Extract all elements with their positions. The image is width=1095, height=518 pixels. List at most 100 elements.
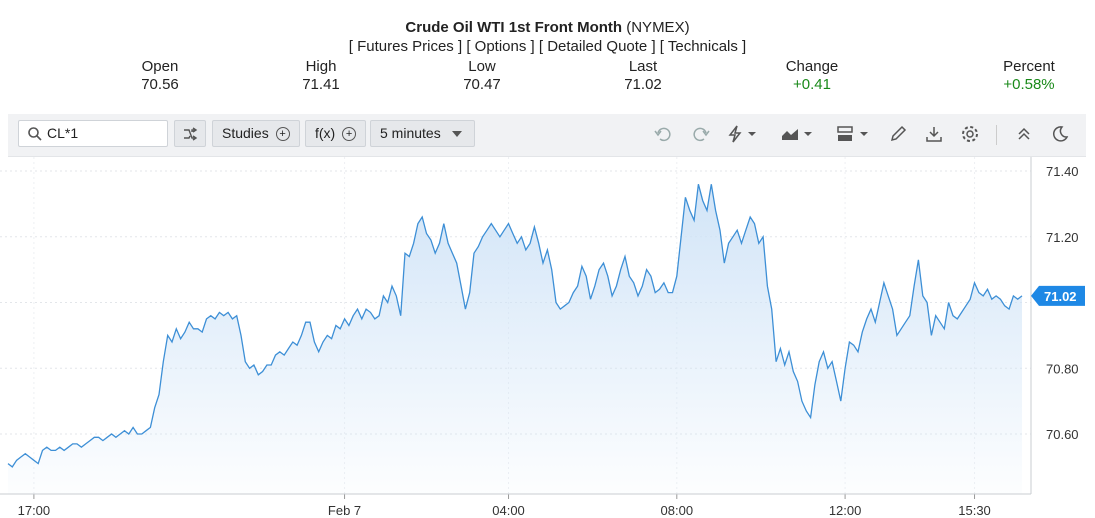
data-point — [671, 291, 673, 293]
data-point — [382, 295, 384, 297]
data-point — [37, 462, 39, 464]
stat-low: Low 70.47 — [452, 58, 512, 94]
undo-icon[interactable] — [653, 124, 673, 144]
price-chart[interactable]: 71.40 71.20 70.80 70.60 17:00 Feb 7 04:00 08:00… — [0, 157, 1095, 518]
futures-prices-link[interactable]: [ Futures Prices ] — [348, 38, 463, 55]
data-point — [891, 308, 893, 310]
data-point — [533, 226, 535, 228]
data-point — [1008, 308, 1010, 310]
options-link[interactable]: [ Options ] — [466, 38, 535, 55]
data-point — [917, 259, 919, 261]
data-point — [615, 285, 617, 287]
data-point — [663, 282, 665, 284]
data-point — [72, 443, 74, 445]
data-point — [192, 328, 194, 330]
data-point — [365, 308, 367, 310]
data-point — [723, 262, 725, 264]
settings-icon[interactable] — [960, 124, 980, 144]
data-point — [667, 291, 669, 293]
data-point — [59, 446, 61, 448]
last-price-badge — [1031, 285, 1085, 306]
y-tick-label: 71.40 — [1046, 164, 1079, 179]
data-point — [805, 410, 807, 412]
stat-open-label: Open — [141, 58, 179, 75]
data-point — [253, 364, 255, 366]
data-point — [607, 275, 609, 277]
data-point — [499, 236, 501, 238]
compare-button[interactable] — [174, 120, 206, 147]
data-point — [995, 295, 997, 297]
data-point — [585, 275, 587, 277]
fx-button[interactable]: f(x) + — [305, 120, 367, 147]
data-point — [287, 347, 289, 349]
data-point — [464, 308, 466, 310]
chart-type-icon[interactable] — [780, 124, 816, 144]
data-point — [15, 459, 17, 461]
stat-percent: Percent +0.58% — [990, 58, 1068, 94]
data-point — [986, 288, 988, 290]
data-point — [378, 315, 380, 317]
data-point — [926, 301, 928, 303]
x-tick-label: 08:00 — [661, 503, 694, 518]
data-point — [844, 367, 846, 369]
data-point — [589, 298, 591, 300]
data-point — [76, 443, 78, 445]
data-point — [296, 344, 298, 346]
data-point — [866, 318, 868, 320]
chart-svg[interactable]: 71.40 71.20 70.80 70.60 17:00 Feb 7 04:00 08:00… — [0, 157, 1095, 518]
data-point — [335, 324, 337, 326]
data-point — [840, 400, 842, 402]
data-point — [421, 216, 423, 218]
layout-icon[interactable] — [836, 124, 872, 144]
data-point — [740, 242, 742, 244]
data-point — [796, 380, 798, 382]
fx-label: f(x) — [315, 125, 336, 141]
data-point — [283, 354, 285, 356]
data-point — [650, 275, 652, 277]
plus-circle-icon: + — [342, 127, 357, 142]
data-point — [244, 361, 246, 363]
data-point — [123, 430, 125, 432]
chart-toolbar: CL*1 Studies + f(x) + 5 minutes — [8, 114, 1086, 157]
lightning-icon[interactable] — [726, 124, 760, 144]
data-point — [982, 295, 984, 297]
studies-button[interactable]: Studies + — [212, 120, 300, 147]
detailed-quote-link[interactable]: [ Detailed Quote ] — [538, 38, 656, 55]
collapse-icon[interactable] — [1014, 124, 1034, 144]
technicals-link[interactable]: [ Technicals ] — [659, 38, 747, 55]
plus-circle-icon: + — [275, 127, 290, 142]
dark-mode-icon[interactable] — [1050, 124, 1070, 144]
data-point — [883, 282, 885, 284]
data-point — [451, 252, 453, 254]
data-point — [102, 439, 104, 441]
y-tick-label: 71.20 — [1046, 230, 1079, 245]
symbol-input[interactable]: CL*1 — [18, 120, 168, 147]
data-point — [697, 183, 699, 185]
quote-stats: Open 70.56 High 71.41 Low 70.47 Last 71.… — [0, 58, 1095, 96]
data-point — [727, 242, 729, 244]
data-point — [387, 301, 389, 303]
data-point — [827, 367, 829, 369]
data-point — [67, 446, 69, 448]
data-point — [745, 229, 747, 231]
data-point — [339, 328, 341, 330]
data-point — [719, 229, 721, 231]
draw-icon[interactable] — [888, 124, 908, 144]
y-tick-label: 70.80 — [1046, 361, 1079, 376]
download-icon[interactable] — [924, 124, 944, 144]
data-point — [693, 219, 695, 221]
interval-select[interactable]: 5 minutes — [370, 120, 475, 147]
x-tick-label: 17:00 — [18, 503, 51, 518]
data-point — [706, 209, 708, 211]
data-point — [305, 321, 307, 323]
data-point — [318, 351, 320, 353]
data-point — [503, 229, 505, 231]
data-point — [227, 311, 229, 313]
interval-label: 5 minutes — [380, 125, 441, 141]
data-point — [473, 252, 475, 254]
redo-icon[interactable] — [691, 124, 711, 144]
data-point — [326, 334, 328, 336]
data-point — [443, 222, 445, 224]
symbol-value: CL*1 — [47, 125, 79, 141]
stat-low-label: Low — [468, 58, 496, 75]
